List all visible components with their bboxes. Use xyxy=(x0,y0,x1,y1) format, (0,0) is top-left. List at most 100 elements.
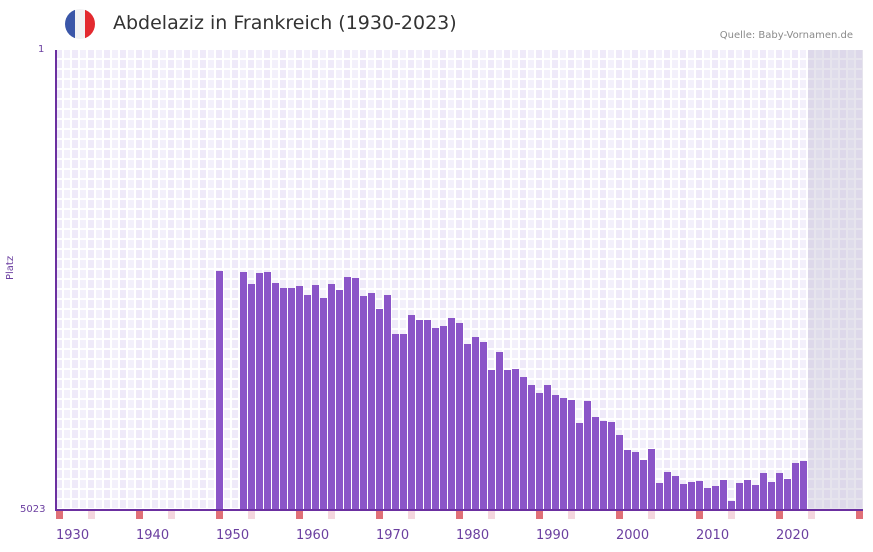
bar-2003[interactable] xyxy=(640,460,647,509)
bar-1968[interactable] xyxy=(360,296,367,509)
bar-1959[interactable] xyxy=(288,288,295,509)
year-marker-1954 xyxy=(248,511,255,519)
bar-1970[interactable] xyxy=(376,309,383,509)
bar-1954[interactable] xyxy=(248,284,255,509)
bar-1973[interactable] xyxy=(400,334,407,509)
bar-2005[interactable] xyxy=(656,483,663,509)
plot-area xyxy=(55,50,863,511)
year-marker-2024 xyxy=(808,511,815,519)
bar-1965[interactable] xyxy=(336,290,343,509)
bar-1991[interactable] xyxy=(544,385,551,509)
bar-1963[interactable] xyxy=(320,298,327,509)
bar-1950[interactable] xyxy=(216,271,223,509)
y-axis-top-label: 1 xyxy=(38,44,45,55)
bar-2000[interactable] xyxy=(616,435,623,509)
bar-2018[interactable] xyxy=(760,473,767,509)
bar-2007[interactable] xyxy=(672,476,679,509)
bar-1988[interactable] xyxy=(520,377,527,509)
y-axis-line xyxy=(55,50,57,511)
bar-1989[interactable] xyxy=(528,385,535,509)
bar-1976[interactable] xyxy=(424,320,431,509)
bar-2019[interactable] xyxy=(768,482,775,509)
bar-2020[interactable] xyxy=(776,473,783,509)
bar-1986[interactable] xyxy=(504,370,511,509)
bar-1979[interactable] xyxy=(448,318,455,509)
bar-1966[interactable] xyxy=(344,277,351,509)
bar-1957[interactable] xyxy=(272,283,279,509)
bar-1969[interactable] xyxy=(368,293,375,509)
bar-1962[interactable] xyxy=(312,285,319,509)
bar-1972[interactable] xyxy=(392,334,399,509)
bar-2012[interactable] xyxy=(712,486,719,509)
bar-2004[interactable] xyxy=(648,449,655,509)
flag-white xyxy=(75,9,85,39)
bar-1982[interactable] xyxy=(472,337,479,509)
flag-blue xyxy=(65,9,75,39)
bar-1956[interactable] xyxy=(264,272,271,509)
bar-2010[interactable] xyxy=(696,481,703,509)
bar-1978[interactable] xyxy=(440,326,447,509)
bar-2015[interactable] xyxy=(736,483,743,509)
bar-1984[interactable] xyxy=(488,370,495,509)
bar-2013[interactable] xyxy=(720,480,727,509)
future-shaded-region xyxy=(808,50,863,510)
bar-1995[interactable] xyxy=(576,423,583,509)
bar-2001[interactable] xyxy=(624,450,631,509)
bar-2014[interactable] xyxy=(728,501,735,509)
bar-1964[interactable] xyxy=(328,284,335,509)
bar-2017[interactable] xyxy=(752,485,759,509)
bar-2023[interactable] xyxy=(800,461,807,509)
bar-1992[interactable] xyxy=(552,395,559,509)
bar-1985[interactable] xyxy=(496,352,503,509)
year-markers xyxy=(56,511,864,519)
bar-1983[interactable] xyxy=(480,342,487,509)
bar-1987[interactable] xyxy=(512,369,519,509)
bar-1960[interactable] xyxy=(296,286,303,509)
bar-1980[interactable] xyxy=(456,323,463,509)
bar-1974[interactable] xyxy=(408,315,415,509)
x-axis-label-2000: 2000 xyxy=(616,528,650,543)
bar-2009[interactable] xyxy=(688,482,695,509)
year-marker-1970 xyxy=(376,511,383,519)
bar-1994[interactable] xyxy=(568,400,575,509)
bar-1977[interactable] xyxy=(432,328,439,509)
year-marker-1980 xyxy=(456,511,463,519)
bar-1953[interactable] xyxy=(240,272,247,509)
year-marker-1994 xyxy=(568,511,575,519)
bar-2021[interactable] xyxy=(784,479,791,509)
x-axis-label-1980: 1980 xyxy=(456,528,490,543)
x-axis-label-1930: 1930 xyxy=(56,528,90,543)
bar-1981[interactable] xyxy=(464,344,471,509)
bar-1999[interactable] xyxy=(608,422,615,509)
year-marker-1934 xyxy=(88,511,95,519)
year-marker-1974 xyxy=(408,511,415,519)
bar-2011[interactable] xyxy=(704,488,711,509)
bar-1996[interactable] xyxy=(584,401,591,509)
bar-2002[interactable] xyxy=(632,452,639,509)
x-axis-label-1960: 1960 xyxy=(296,528,330,543)
bar-1961[interactable] xyxy=(304,295,311,509)
year-marker-2004 xyxy=(648,511,655,519)
x-axis-label-2010: 2010 xyxy=(696,528,730,543)
bar-1975[interactable] xyxy=(416,320,423,509)
year-marker-1944 xyxy=(168,511,175,519)
x-axis-line xyxy=(55,509,863,511)
bar-1997[interactable] xyxy=(592,417,599,509)
bar-1998[interactable] xyxy=(600,421,607,509)
chart-title: Abdelaziz in Frankreich (1930-2023) xyxy=(113,12,457,34)
bar-2016[interactable] xyxy=(744,480,751,509)
bar-2022[interactable] xyxy=(792,463,799,509)
bar-2006[interactable] xyxy=(664,472,671,509)
bar-1958[interactable] xyxy=(280,288,287,509)
bar-1993[interactable] xyxy=(560,398,567,509)
year-marker-1960 xyxy=(296,511,303,519)
bar-1967[interactable] xyxy=(352,278,359,509)
bar-1955[interactable] xyxy=(256,273,263,509)
bar-1990[interactable] xyxy=(536,393,543,509)
bar-1971[interactable] xyxy=(384,295,391,509)
bar-2008[interactable] xyxy=(680,484,687,509)
x-axis-label-1940: 1940 xyxy=(136,528,170,543)
source-link[interactable]: Quelle: Baby-Vornamen.de xyxy=(719,30,853,41)
x-axis-label-1950: 1950 xyxy=(216,528,250,543)
flag-red xyxy=(85,9,95,39)
